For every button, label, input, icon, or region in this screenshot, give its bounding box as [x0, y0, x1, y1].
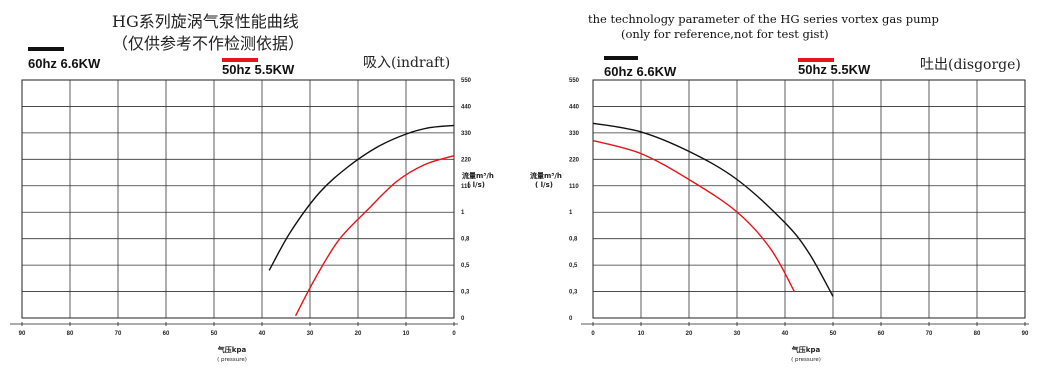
right-x-tick-label: 10	[638, 331, 645, 337]
left-x-tick-label: 40	[259, 331, 266, 337]
left-title-line2: （仅供参考不作检测依据）	[112, 34, 305, 53]
left-series-line-50hz	[294, 155, 455, 317]
left-title-line1: HG系列旋涡气泵性能曲线	[112, 12, 299, 31]
right-y-axis-label: 流量m³/h	[530, 171, 562, 180]
left-y-tick-label: 0,3	[461, 290, 470, 296]
left-x-tick-label: 10	[403, 331, 410, 337]
right-title-line1: the technology parameter of the HG serie…	[588, 12, 939, 26]
right-x-tick-label: 50	[830, 331, 837, 337]
left-x-tick-label: 90	[19, 331, 26, 337]
right-y-tick-label: 1	[569, 210, 573, 216]
right-y-tick-label: 0,5	[569, 263, 578, 269]
right-x-tick-label: 60	[878, 331, 885, 337]
right-x-tick-label: 80	[974, 331, 981, 337]
left-y-axis-label: 流量m³/h	[462, 171, 494, 180]
right-y-tick-label: 330	[569, 131, 580, 137]
left-y-tick-label: 0,5	[461, 263, 470, 269]
right-series-line-50hz	[592, 139, 796, 293]
right-y-tick-label: 220	[569, 157, 580, 163]
right-y-tick-label: 110	[569, 184, 579, 190]
left-y-tick-label: 220	[461, 157, 472, 163]
left-x-axis-label: 气压kpa	[217, 345, 247, 354]
right-y-tick-label: 440	[569, 104, 580, 110]
right-y-tick-label: 0,3	[569, 290, 578, 296]
left-x-tick-label: 0	[452, 331, 456, 337]
left-y-tick-label: 330	[461, 131, 472, 137]
left-plot-frame	[21, 79, 455, 319]
left-x-tick-label: 50	[211, 331, 218, 337]
legend-swatch-50hz-right	[798, 58, 834, 62]
legend-swatch-60hz-left	[28, 47, 64, 51]
right-x-axis-label: 气压kpa	[791, 345, 821, 354]
left-x-tick-label: 70	[115, 331, 122, 337]
left-x-tick-label: 80	[67, 331, 74, 337]
left-x-tick-label: 30	[307, 331, 314, 337]
legend-swatch-60hz-right	[604, 56, 638, 60]
right-x-tick-label: 40	[782, 331, 789, 337]
right-x-tick-label: 90	[1022, 331, 1029, 337]
left-y-tick-label: 0,8	[461, 237, 470, 243]
left-y-tick-label: 110	[461, 184, 471, 190]
right-title-line2: (only for reference,not for test gist)	[621, 27, 829, 41]
left-y-tick-label: 1	[461, 210, 465, 216]
legend-label-60hz-left: 60hz 6.6KW	[28, 56, 101, 71]
legend-swatch-50hz-left	[222, 58, 258, 62]
right-x-tick-label: 20	[686, 331, 693, 337]
right-y-axis-sublabel: ( l/s)	[535, 181, 553, 189]
left-mode-label: 吸入(indraft)	[363, 55, 451, 71]
right-series-line-60hz	[592, 122, 834, 297]
right-x-tick-label: 0	[591, 331, 595, 337]
right-y-tick-label: 550	[569, 78, 580, 84]
left-x-tick-label: 60	[163, 331, 170, 337]
left-y-tick-label: 550	[461, 78, 472, 84]
left-y-tick-label: 440	[461, 104, 472, 110]
left-x-axis-sublabel: ( pressure)	[217, 357, 247, 363]
right-x-axis-sublabel: ( pressure)	[791, 357, 821, 363]
right-y-tick-label: 0,8	[569, 237, 578, 243]
left-y-tick-label: 0	[461, 316, 465, 322]
right-y-tick-label: 0	[569, 316, 573, 322]
right-plot-frame	[592, 79, 1026, 319]
legend-label-60hz-right: 60hz 6.6KW	[604, 64, 677, 79]
legend-label-50hz-right: 50hz 5.5KW	[798, 62, 871, 77]
legend-label-50hz-left: 50hz 5.5KW	[222, 62, 295, 77]
right-x-tick-label: 70	[926, 331, 933, 337]
left-series-line-60hz	[268, 124, 455, 271]
left-x-tick-label: 20	[355, 331, 362, 337]
right-mode-label: 吐出(disgorge)	[920, 57, 1021, 73]
left-y-axis-sublabel: ( l/s)	[467, 181, 485, 189]
right-x-tick-label: 30	[734, 331, 741, 337]
